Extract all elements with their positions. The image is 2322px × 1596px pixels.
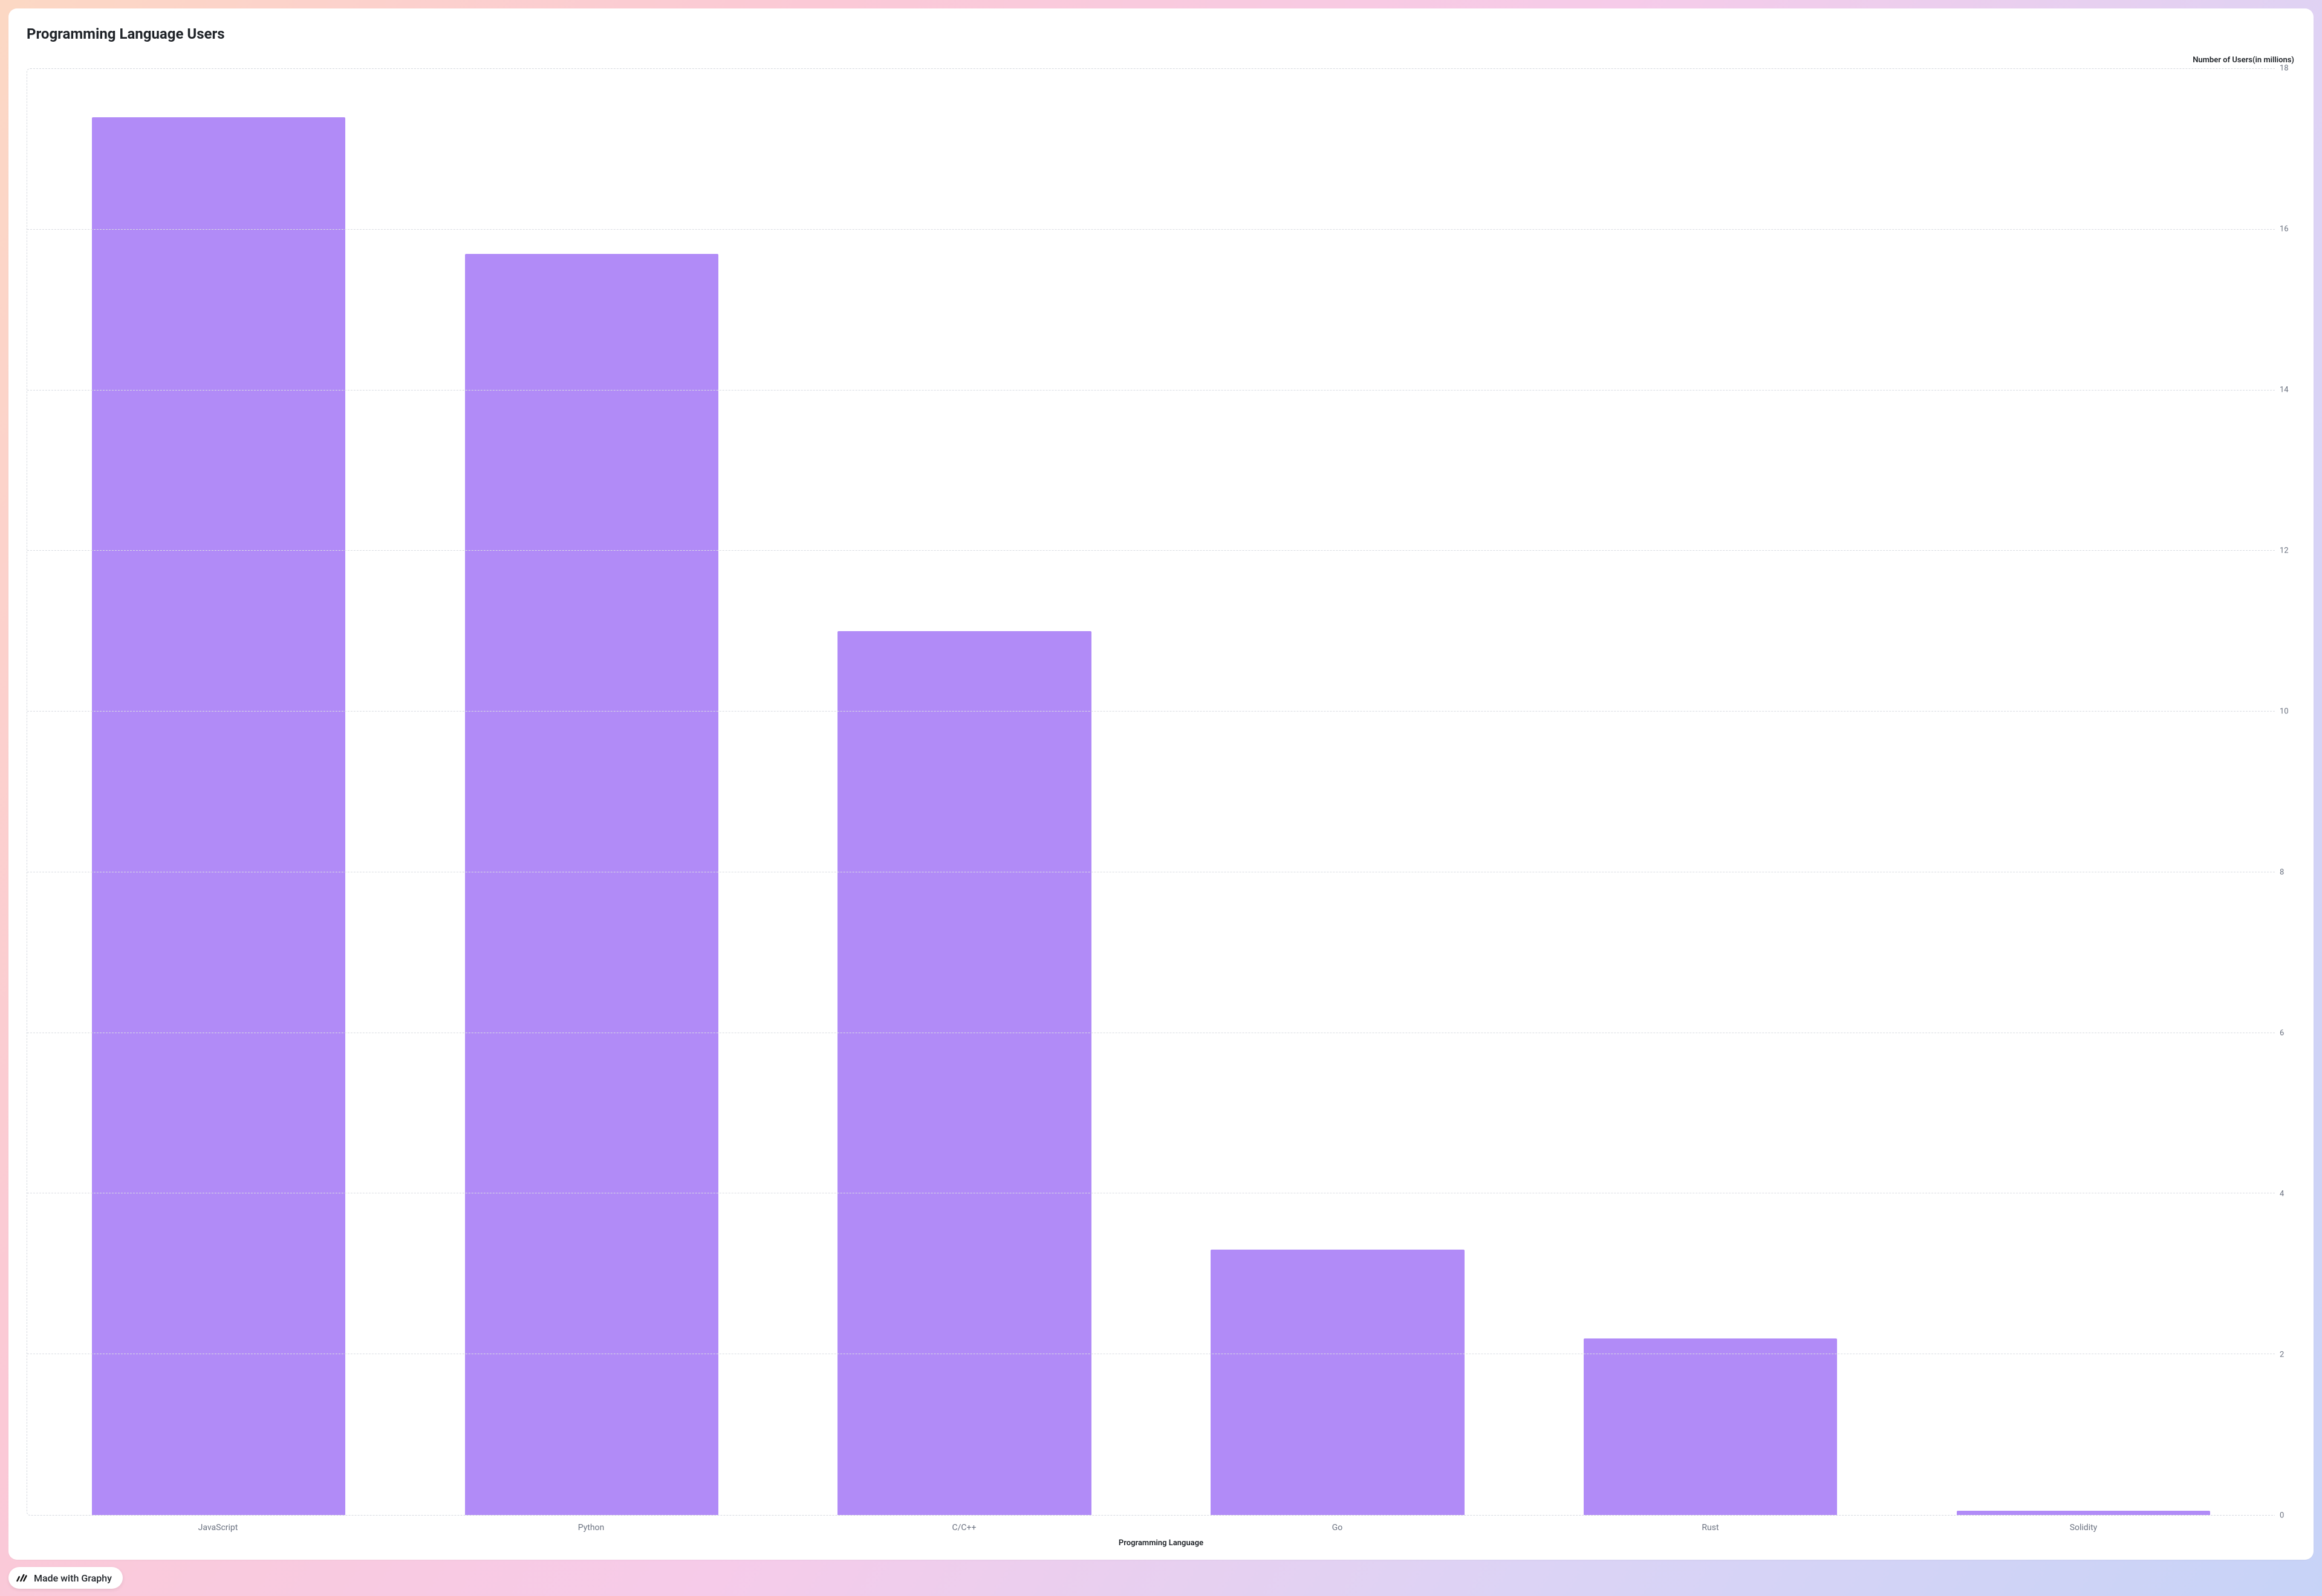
x-tick-label: JavaScript [31,1523,405,1533]
bar-slot [778,69,1151,1515]
x-axis-title: Programming Language [27,1539,2295,1548]
y-tick-label: 12 [2280,547,2289,556]
bar-slot [1524,69,1897,1515]
gridline [27,229,2275,230]
bar[interactable] [837,631,1091,1515]
y-tick-label: 0 [2280,1511,2284,1520]
bar[interactable] [1584,1338,1837,1515]
bar[interactable] [1211,1250,1464,1515]
x-tick-label: Python [405,1523,778,1533]
y-tick-label: 10 [2280,707,2289,716]
bars-container [27,69,2275,1515]
plot-area [27,68,2275,1516]
gridline [27,390,2275,391]
graphy-logo-icon [16,1572,28,1584]
chart-card: Programming Language Users Number of Use… [8,8,2314,1560]
bar[interactable] [465,254,718,1515]
y-tick-label: 2 [2280,1351,2284,1360]
bar-slot [1151,69,1524,1515]
bar-slot [32,69,405,1515]
x-tick-label: C/C++ [778,1523,1151,1533]
badge-text: Made with Graphy [34,1572,112,1584]
gridline [27,550,2275,551]
y-axis-ticks: 024681012141618 [2275,68,2295,1516]
chart-title: Programming Language Users [27,25,2295,42]
chart-area: Number of Users(in millions) 02468101214… [27,47,2295,1548]
x-axis-labels: JavaScriptPythonC/C++GoRustSolidity [27,1523,2275,1533]
bar[interactable] [92,117,345,1515]
bar-slot [405,69,778,1515]
plot-row: 024681012141618 [27,68,2295,1516]
x-tick-label: Solidity [1897,1523,2270,1533]
x-tick-label: Go [1151,1523,1524,1533]
y-tick-label: 6 [2280,1029,2284,1038]
bar-slot [1897,69,2270,1515]
x-tick-label: Rust [1524,1523,1897,1533]
y-tick-label: 4 [2280,1190,2284,1199]
made-with-graphy-badge[interactable]: Made with Graphy [8,1567,123,1589]
y-tick-label: 14 [2280,386,2289,395]
y-tick-label: 16 [2280,225,2289,234]
y-tick-label: 18 [2280,64,2289,73]
bar[interactable] [1957,1511,2210,1515]
y-tick-label: 8 [2280,868,2284,877]
gridline [27,711,2275,712]
